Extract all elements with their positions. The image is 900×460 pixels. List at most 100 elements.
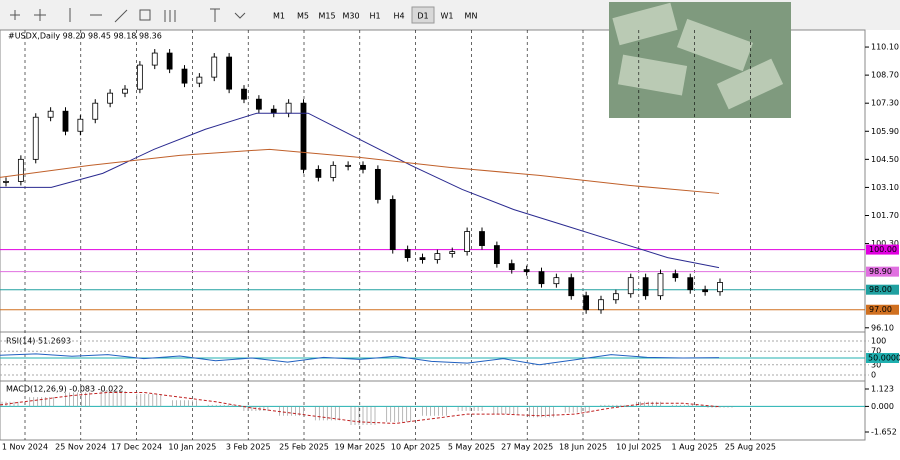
price-label: 96.10 bbox=[871, 323, 894, 332]
macd-tick-label: 0.000 bbox=[871, 402, 894, 411]
date-label: 10 Jan 2025 bbox=[168, 443, 216, 452]
rsi-level-tag bbox=[866, 353, 899, 363]
level-label: 98.00 bbox=[869, 285, 892, 294]
candle bbox=[374, 168, 381, 200]
candle bbox=[330, 164, 337, 178]
candle bbox=[568, 277, 575, 297]
candle bbox=[77, 118, 84, 132]
candle bbox=[583, 295, 590, 311]
date-label: 3 Feb 2025 bbox=[226, 443, 271, 452]
candle bbox=[211, 56, 218, 78]
timeframe-label[interactable]: M15 bbox=[318, 12, 335, 21]
timeframe-label[interactable]: M5 bbox=[297, 12, 309, 21]
candle bbox=[181, 68, 188, 84]
candle bbox=[270, 108, 277, 114]
banknote-pattern bbox=[612, 2, 784, 110]
timeframe-label[interactable]: M30 bbox=[342, 12, 359, 21]
candle bbox=[122, 88, 128, 94]
candle bbox=[538, 271, 545, 285]
candle bbox=[3, 181, 9, 183]
toolbar-icons bbox=[10, 8, 246, 23]
date-label: 10 Jul 2025 bbox=[616, 443, 661, 452]
candle bbox=[151, 52, 158, 66]
candle bbox=[627, 277, 634, 295]
candle bbox=[92, 102, 99, 120]
date-label: 25 Aug 2025 bbox=[725, 443, 776, 452]
candle bbox=[717, 282, 723, 293]
candle bbox=[508, 263, 515, 271]
candle bbox=[434, 253, 441, 261]
macd-tick-label: -1.652 bbox=[871, 428, 897, 437]
level-tag bbox=[866, 244, 899, 255]
candle bbox=[464, 231, 471, 252]
candle bbox=[285, 102, 292, 114]
candle bbox=[523, 269, 530, 273]
timeframe-label[interactable]: W1 bbox=[441, 12, 454, 21]
date-label: 5 May 2025 bbox=[448, 443, 495, 452]
ma-fast bbox=[0, 112, 720, 269]
price-label: 101.70 bbox=[871, 211, 899, 220]
price-label: 104.50 bbox=[871, 155, 899, 164]
candle bbox=[419, 257, 426, 261]
price-label: 103.10 bbox=[871, 183, 899, 192]
date-label: 25 Feb 2025 bbox=[279, 443, 329, 452]
level-label: 97.00 bbox=[869, 305, 892, 314]
date-label: 19 Mar 2025 bbox=[334, 443, 385, 452]
date-label: 1 Aug 2025 bbox=[672, 443, 718, 452]
rsi-line bbox=[0, 353, 720, 366]
date-label: 1 Nov 2024 bbox=[2, 443, 48, 452]
ma-slow bbox=[0, 148, 720, 194]
timeframe-label[interactable]: H1 bbox=[369, 12, 380, 21]
candle bbox=[657, 273, 664, 297]
candle bbox=[672, 273, 679, 279]
candle bbox=[687, 277, 694, 291]
candle bbox=[107, 92, 114, 104]
candle bbox=[196, 76, 203, 84]
timeframe-label[interactable]: M1 bbox=[273, 12, 285, 21]
level-label: 100.00 bbox=[869, 245, 897, 254]
level-label: 98.90 bbox=[869, 267, 892, 276]
rsi-tick-label: 30 bbox=[871, 360, 881, 369]
macd-header: MACD(12,26,9) -0.083 -0.022 bbox=[6, 385, 123, 394]
rsi-level-label: 50.0000 bbox=[868, 354, 900, 363]
candle bbox=[255, 98, 262, 110]
candle bbox=[241, 88, 247, 100]
candle bbox=[404, 249, 411, 259]
timeframe-label[interactable]: D1 bbox=[417, 12, 428, 21]
price-label: 110.10 bbox=[871, 43, 899, 52]
date-label: 18 Jun 2025 bbox=[559, 443, 607, 452]
candle bbox=[612, 293, 619, 301]
macd-signal bbox=[0, 391, 720, 424]
candle bbox=[493, 245, 500, 265]
level-tag bbox=[866, 284, 899, 295]
level-tag bbox=[866, 304, 899, 315]
candle bbox=[32, 116, 39, 160]
candle bbox=[553, 277, 560, 285]
date-label: 10 Apr 2025 bbox=[391, 443, 440, 452]
timeframe-button[interactable] bbox=[411, 6, 435, 24]
macd-tick-label: 1.123 bbox=[871, 385, 894, 394]
timeframe-label[interactable]: MN bbox=[465, 12, 478, 21]
candle bbox=[449, 251, 456, 254]
candle bbox=[300, 102, 307, 170]
candle bbox=[702, 289, 709, 293]
candle bbox=[479, 231, 485, 246]
price-label: 100.30 bbox=[871, 239, 899, 248]
date-label: 25 Nov 2024 bbox=[55, 443, 106, 452]
candle bbox=[389, 199, 396, 250]
level-tag bbox=[866, 266, 899, 277]
candle bbox=[166, 52, 173, 70]
price-label: 107.30 bbox=[871, 99, 899, 108]
timeframe-label[interactable]: H4 bbox=[393, 12, 404, 21]
price-label: 108.70 bbox=[871, 71, 899, 80]
candle bbox=[17, 158, 24, 182]
price-label: 105.90 bbox=[871, 127, 899, 136]
chart-header: #USDX,Daily 98.20 98.45 98.18 98.36 bbox=[8, 32, 162, 41]
candle bbox=[315, 168, 322, 178]
candle bbox=[226, 56, 233, 90]
rsi-tick-label: 0 bbox=[871, 371, 876, 380]
date-label: 27 May 2025 bbox=[501, 443, 553, 452]
candle bbox=[47, 110, 54, 118]
candle bbox=[598, 299, 604, 311]
